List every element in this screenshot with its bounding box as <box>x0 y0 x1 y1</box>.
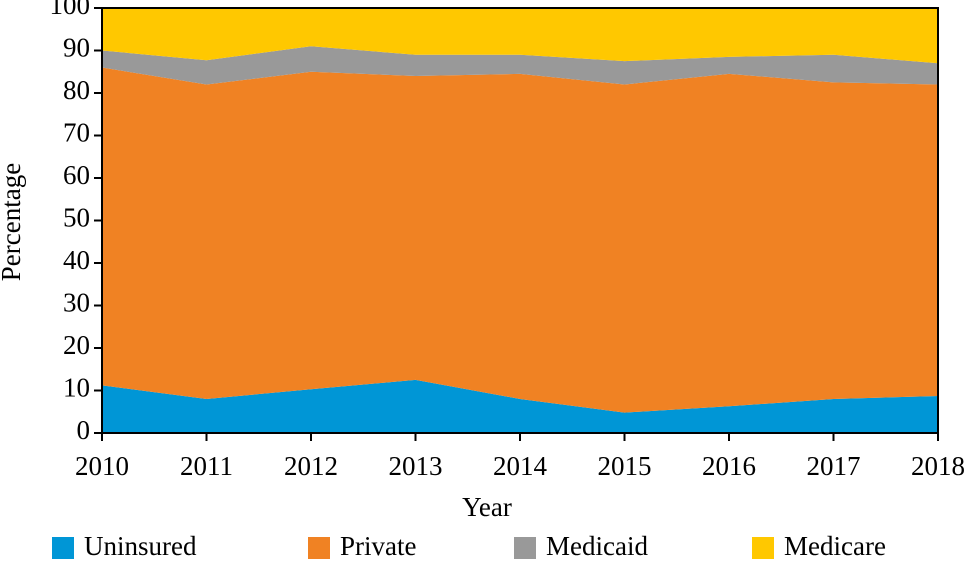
y-tick-label: 30 <box>63 288 90 318</box>
x-tick-label: 2012 <box>284 451 338 481</box>
y-axis-label: Percentage <box>0 163 26 281</box>
y-tick-label: 40 <box>63 245 90 275</box>
x-tick-label: 2013 <box>389 451 443 481</box>
x-tick-label: 2014 <box>493 451 548 481</box>
x-tick-label: 2010 <box>75 451 129 481</box>
y-tick-label: 80 <box>63 75 90 105</box>
area <box>102 379 938 433</box>
legend-label: Medicare <box>784 531 886 561</box>
legend-swatch <box>52 537 74 559</box>
x-tick-label: 2016 <box>702 451 756 481</box>
area <box>102 67 938 413</box>
area <box>102 46 938 85</box>
y-tick-label: 90 <box>63 33 90 63</box>
x-tick-label: 2018 <box>911 451 965 481</box>
y-tick-label: 60 <box>63 160 90 190</box>
y-tick-label: 0 <box>77 415 91 445</box>
y-tick-label: 100 <box>50 0 91 20</box>
y-tick-label: 70 <box>63 118 90 148</box>
legend-label: Private <box>340 531 416 561</box>
x-axis-label: Year <box>462 492 512 522</box>
y-tick-label: 50 <box>63 203 90 233</box>
x-tick-label: 2017 <box>807 451 861 481</box>
x-tick-label: 2015 <box>598 451 652 481</box>
legend-swatch <box>514 537 536 559</box>
y-tick-label: 10 <box>63 373 90 403</box>
x-tick-label: 2011 <box>180 451 233 481</box>
area <box>102 8 938 64</box>
legend-label: Uninsured <box>84 531 197 561</box>
legend-swatch <box>308 537 330 559</box>
y-tick-label: 20 <box>63 330 90 360</box>
legend-swatch <box>752 537 774 559</box>
legend-label: Medicaid <box>546 531 648 561</box>
